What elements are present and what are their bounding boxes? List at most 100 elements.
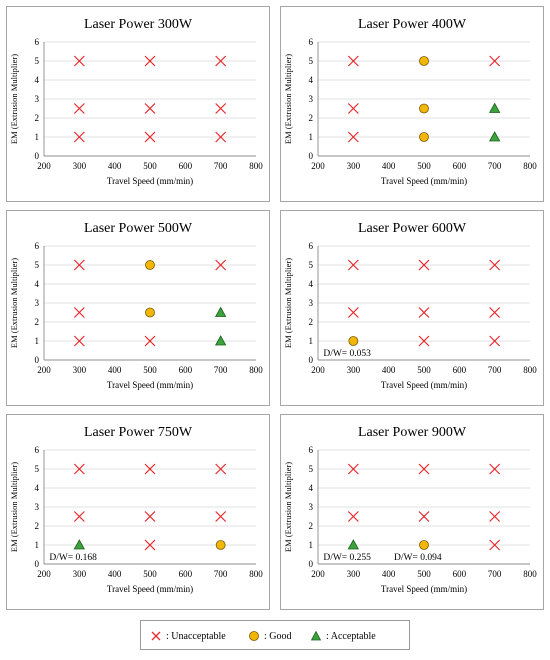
y-tick-label: 3 bbox=[309, 94, 314, 104]
point-unacceptable bbox=[144, 131, 156, 143]
x-tick-label: 800 bbox=[249, 365, 263, 375]
x-tick-label: 500 bbox=[417, 365, 431, 375]
x-stroke bbox=[73, 511, 85, 522]
x-tick-label: 800 bbox=[249, 569, 263, 579]
x-tick-label: 700 bbox=[488, 365, 502, 375]
circle-icon bbox=[249, 631, 259, 641]
x-tick-label: 400 bbox=[382, 161, 396, 171]
point-acceptable bbox=[347, 539, 360, 550]
y-tick-label: 6 bbox=[309, 241, 314, 251]
y-tick-label: 6 bbox=[35, 37, 40, 47]
x-stroke bbox=[215, 463, 227, 475]
x-stroke bbox=[73, 259, 85, 271]
x-tick-label: 800 bbox=[249, 161, 263, 171]
y-tick-label: 1 bbox=[35, 132, 40, 142]
point-unacceptable bbox=[215, 103, 227, 114]
point-unacceptable bbox=[144, 511, 156, 522]
x-stroke bbox=[489, 259, 501, 271]
point-unacceptable bbox=[347, 307, 359, 318]
x-stroke bbox=[418, 511, 430, 522]
point-good bbox=[348, 336, 359, 346]
y-tick-label: 0 bbox=[35, 151, 40, 161]
y-axis-label: EM (Extrusion Multiplier) bbox=[283, 258, 293, 348]
x-tick-label: 700 bbox=[214, 161, 228, 171]
x-stroke bbox=[489, 511, 501, 522]
x-stroke bbox=[73, 131, 85, 143]
x-stroke bbox=[73, 463, 85, 475]
x-stroke bbox=[347, 131, 359, 143]
y-tick-label: 4 bbox=[309, 483, 314, 493]
y-tick-label: 5 bbox=[35, 56, 40, 66]
x-stroke bbox=[144, 55, 156, 67]
y-tick-label: 1 bbox=[309, 336, 314, 346]
y-axis-label: EM (Extrusion Multiplier) bbox=[9, 258, 19, 348]
y-axis-label: EM (Extrusion Multiplier) bbox=[9, 54, 19, 144]
point-unacceptable bbox=[73, 307, 85, 318]
point-good bbox=[145, 260, 155, 270]
y-axis-label: EM (Extrusion Multiplier) bbox=[9, 462, 19, 552]
x-stroke bbox=[418, 307, 430, 318]
chart-title: Laser Power 750W bbox=[84, 425, 193, 440]
x-tick-label: 200 bbox=[37, 569, 51, 579]
x-stroke bbox=[144, 511, 156, 522]
y-axis-label: EM (Extrusion Multiplier) bbox=[283, 462, 293, 552]
point-unacceptable bbox=[215, 131, 227, 143]
x-stroke bbox=[347, 55, 359, 67]
x-axis-label: Travel Speed (mm/min) bbox=[381, 380, 467, 390]
panel-frame bbox=[6, 414, 270, 610]
x-tick-label: 500 bbox=[417, 569, 431, 579]
x-stroke bbox=[144, 103, 156, 114]
x-stroke bbox=[215, 259, 227, 271]
legend-label-unacceptable: : Unacceptable bbox=[166, 630, 226, 642]
x-stroke bbox=[489, 463, 501, 475]
x-tick-label: 600 bbox=[453, 161, 467, 171]
x-tick-label: 300 bbox=[347, 161, 361, 171]
x-tick-label: 600 bbox=[453, 365, 467, 375]
x-tick-label: 800 bbox=[523, 569, 537, 579]
point-unacceptable bbox=[215, 55, 227, 67]
point-unacceptable bbox=[347, 103, 359, 114]
x-stroke bbox=[73, 55, 85, 67]
x-stroke bbox=[144, 335, 156, 347]
x-tick-label: 500 bbox=[143, 161, 157, 171]
y-tick-label: 0 bbox=[309, 355, 314, 365]
point-unacceptable bbox=[73, 511, 85, 522]
point-unacceptable bbox=[418, 335, 430, 347]
panel-frame bbox=[6, 6, 270, 202]
y-tick-label: 2 bbox=[309, 521, 314, 531]
x-tick-label: 600 bbox=[179, 365, 193, 375]
x-stroke bbox=[215, 131, 227, 143]
y-tick-label: 4 bbox=[309, 279, 314, 289]
point-unacceptable bbox=[347, 259, 359, 271]
y-tick-label: 2 bbox=[309, 113, 314, 123]
panel-frame bbox=[280, 6, 544, 202]
y-tick-label: 5 bbox=[309, 464, 314, 474]
chart-panel-3: Laser Power 500W 0 1 2 3 4 5 6 200 300 400 500 600 70… bbox=[6, 210, 270, 406]
point-unacceptable bbox=[73, 103, 85, 114]
x-tick-label: 600 bbox=[179, 569, 193, 579]
y-tick-label: 3 bbox=[309, 298, 314, 308]
point-good bbox=[215, 540, 226, 550]
point-unacceptable bbox=[347, 463, 359, 475]
point-unacceptable bbox=[489, 307, 501, 318]
legend-item-unacceptable: : Unacceptable bbox=[149, 627, 226, 645]
x-tick-label: 700 bbox=[488, 161, 502, 171]
chart-panel-5: Laser Power 750W 0 1 2 3 4 5 6 200 300 400 500 600 70… bbox=[6, 414, 270, 610]
chart-title: Laser Power 500W bbox=[84, 221, 193, 236]
point-acceptable bbox=[488, 102, 501, 113]
x-stroke bbox=[347, 259, 359, 271]
point-good bbox=[419, 132, 429, 142]
x-tick-label: 400 bbox=[382, 569, 396, 579]
point-unacceptable bbox=[73, 335, 85, 347]
y-tick-label: 1 bbox=[309, 540, 314, 550]
y-tick-label: 1 bbox=[35, 336, 40, 346]
x-tick-label: 500 bbox=[143, 365, 157, 375]
point-unacceptable bbox=[347, 55, 359, 67]
y-tick-label: 3 bbox=[309, 502, 314, 512]
point-unacceptable bbox=[418, 511, 430, 522]
y-tick-label: 0 bbox=[35, 355, 40, 365]
point-unacceptable bbox=[347, 131, 359, 143]
x-axis-label: Travel Speed (mm/min) bbox=[107, 176, 193, 186]
x-tick-label: 500 bbox=[143, 569, 157, 579]
x-stroke bbox=[215, 55, 227, 67]
